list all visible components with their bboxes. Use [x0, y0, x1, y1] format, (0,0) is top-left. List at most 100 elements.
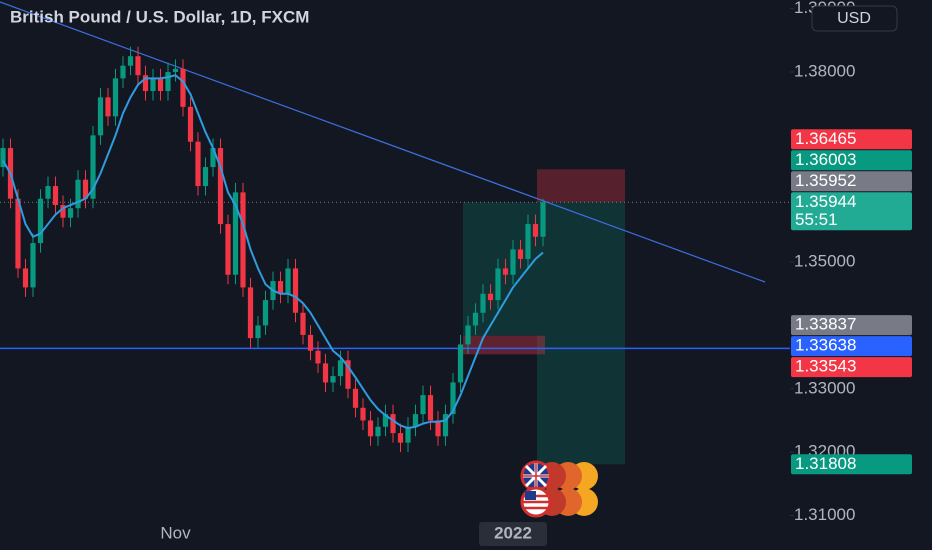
candle-body — [390, 414, 396, 434]
y-tick-label: 1.38000 — [794, 62, 855, 81]
x-tick-label: Nov — [160, 523, 191, 542]
candle-body — [105, 97, 111, 117]
candle-body — [150, 78, 156, 92]
candle-body — [382, 414, 389, 427]
candle-body — [0, 148, 6, 168]
candle-body — [315, 350, 321, 364]
candle-body — [540, 202, 546, 237]
y-tick-label: 1.31000 — [794, 505, 855, 524]
moving-average — [2, 74, 544, 430]
y-tick-label: 1.35000 — [794, 252, 855, 271]
candle-body — [397, 433, 404, 443]
candle-body — [157, 78, 164, 92]
time-axis: Nov 2022 — [160, 522, 547, 546]
event-icons — [520, 460, 598, 518]
candle-body — [345, 360, 351, 389]
candle-body — [67, 208, 74, 218]
candle-body — [517, 249, 524, 259]
currency-label[interactable]: USD — [837, 10, 871, 27]
candle-body — [210, 148, 216, 168]
candle-body — [112, 78, 119, 117]
candle-body — [232, 192, 239, 275]
candle-body — [195, 141, 201, 187]
price-label-box — [791, 129, 912, 150]
bar-countdown: 55:51 — [795, 210, 838, 229]
price-axis: 1.390001.380001.350001.340001.330001.320… — [790, 0, 855, 524]
chart-title: British Pound / U.S. Dollar, 1D, FXCM — [10, 7, 309, 26]
candle-body — [375, 426, 381, 437]
candle-body — [337, 360, 344, 377]
candle-body — [510, 249, 516, 275]
price-label-box — [791, 315, 912, 336]
currency-button[interactable] — [811, 5, 898, 32]
price-label-box — [791, 454, 912, 475]
candle-body — [300, 312, 306, 335]
candle-body — [525, 224, 531, 259]
candles — [0, 46, 546, 453]
position-zone — [537, 169, 625, 203]
candle-body — [502, 268, 509, 275]
y-tick-label: 1.33000 — [794, 378, 855, 397]
candle-body — [307, 334, 314, 351]
price-label-box — [791, 150, 912, 171]
price-label-box — [791, 171, 912, 192]
candle-body — [127, 56, 134, 66]
candle-body — [435, 420, 441, 437]
candle-body — [60, 205, 66, 218]
position-zone — [537, 202, 625, 465]
candle-body — [480, 293, 486, 313]
candle-body — [247, 287, 254, 339]
candle-body — [420, 395, 426, 415]
price-label: 1.33837 — [795, 315, 856, 334]
price-label-box — [791, 357, 912, 378]
candle-body — [427, 395, 434, 421]
price-label: 1.36465 — [795, 129, 856, 148]
candle-body — [172, 68, 179, 73]
trend-line — [0, 1, 766, 283]
candle-body — [52, 186, 59, 206]
candle-body — [240, 192, 246, 288]
candle-body — [487, 293, 494, 301]
flag-cross — [523, 463, 549, 489]
candle-body — [465, 325, 471, 345]
candle-body — [352, 388, 359, 408]
candle-body — [120, 65, 126, 79]
candle-body — [187, 106, 194, 142]
position-zone — [463, 335, 545, 355]
candle-body — [90, 135, 96, 199]
candle-body — [262, 300, 269, 326]
x-tick-label: 2022 — [494, 523, 532, 542]
candle-body — [367, 420, 374, 437]
candle-body — [97, 97, 104, 136]
candle-body — [37, 198, 44, 244]
candle-body — [277, 281, 284, 294]
candle-body — [217, 148, 224, 225]
price-label: 1.33543 — [795, 357, 856, 376]
candle-body — [412, 414, 419, 427]
candle-body — [495, 268, 501, 301]
candle-body — [457, 344, 464, 383]
candle-body — [360, 407, 366, 421]
candle-body — [322, 363, 329, 383]
price-label: 1.33638 — [795, 336, 856, 355]
candle-body — [75, 179, 81, 209]
price-label-box — [791, 336, 912, 357]
candle-body — [135, 56, 141, 76]
candle-body — [202, 167, 209, 187]
candle-body — [225, 224, 231, 275]
candle-body — [292, 268, 299, 313]
price-label-box — [791, 192, 912, 231]
candle-body — [45, 186, 51, 199]
candle-body — [405, 426, 411, 443]
candle-body — [180, 68, 186, 107]
flag-canton — [525, 491, 536, 500]
candle-body — [165, 72, 171, 92]
price-label: 1.31808 — [795, 454, 856, 473]
candle-body — [30, 243, 36, 288]
candle-body — [22, 268, 29, 288]
time-highlight — [479, 522, 547, 546]
candle-body — [472, 312, 479, 326]
